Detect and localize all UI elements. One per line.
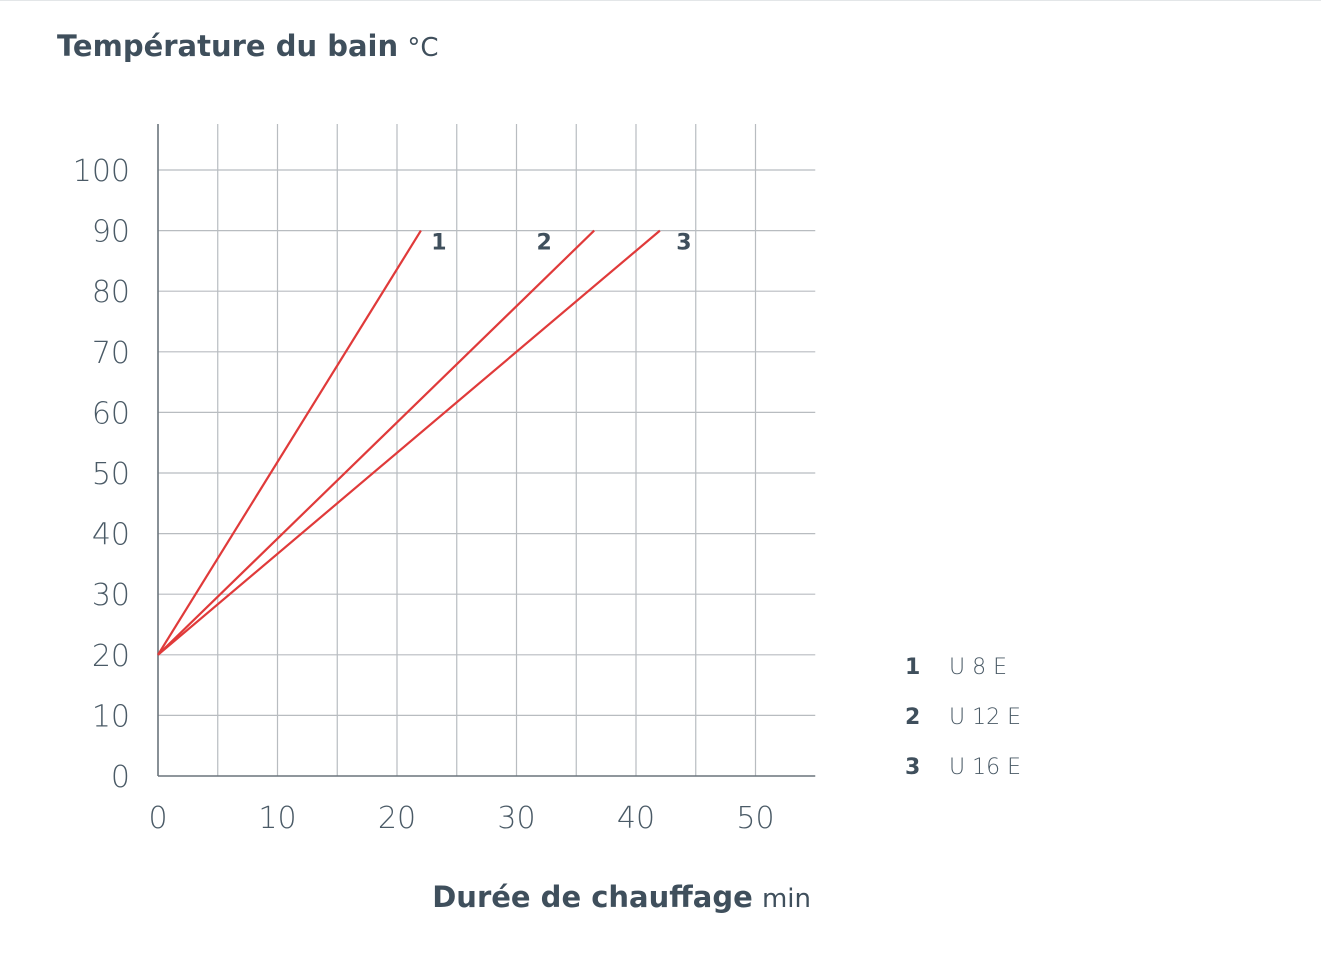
x-axis-label: Durée de chauffage [432, 880, 753, 914]
y-tick-label: 0 [111, 760, 130, 795]
y-tick-label: 100 [73, 154, 130, 189]
x-tick-label: 10 [258, 801, 296, 836]
legend-number: 1 [905, 655, 921, 680]
y-tick-label: 40 [92, 518, 130, 553]
y-tick-label: 90 [92, 215, 130, 250]
x-tick-label: 20 [378, 801, 416, 836]
legend-number: 3 [905, 755, 921, 780]
x-tick-label: 50 [736, 801, 774, 836]
legend-item: 2 U 12 E [905, 701, 1021, 751]
y-tick-label: 70 [92, 336, 130, 371]
x-tick-label: 40 [617, 801, 655, 836]
y-tick-label: 50 [92, 457, 130, 492]
series-line [157, 229, 595, 656]
legend-label: U 12 E [949, 705, 1021, 730]
legend-label: U 16 E [949, 755, 1021, 780]
series-end-label: 3 [676, 231, 691, 256]
series-end-label: 1 [431, 231, 446, 256]
legend-item: 3 U 16 E [905, 751, 1021, 801]
series-end-label: 2 [537, 231, 552, 256]
y-tick-label: 30 [92, 578, 130, 613]
x-tick-label: 0 [148, 801, 167, 836]
x-axis-title: Durée de chauffage min [432, 880, 811, 914]
series-line [157, 230, 422, 656]
y-tick-label: 80 [92, 275, 130, 310]
legend-label: U 8 E [949, 655, 1007, 680]
y-tick-label: 20 [92, 639, 130, 674]
legend-item: 1 U 8 E [905, 651, 1021, 701]
y-axis-label: Température du bain [57, 29, 399, 63]
y-axis-unit: °C [407, 33, 439, 63]
legend-number: 2 [905, 705, 921, 730]
x-tick-label: 30 [497, 801, 535, 836]
y-tick-label: 60 [92, 396, 130, 431]
y-axis-title: Température du bain °C [57, 29, 438, 63]
y-tick-label: 10 [92, 699, 130, 734]
series-line [157, 229, 661, 656]
legend: 1 U 8 E 2 U 12 E 3 U 16 E [905, 651, 1021, 801]
x-axis-unit: min [761, 884, 811, 914]
